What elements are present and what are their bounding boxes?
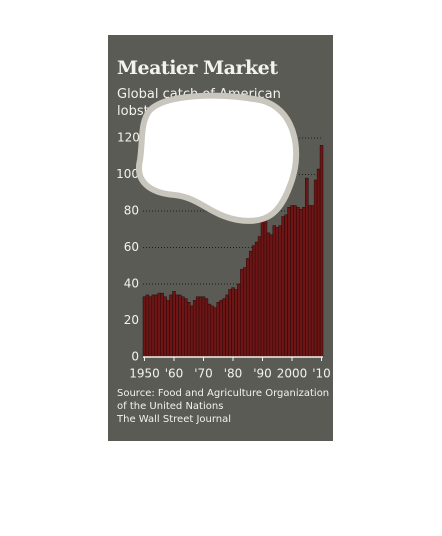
x-tick-label: 1950 bbox=[129, 367, 160, 381]
bar bbox=[189, 305, 194, 358]
bar bbox=[296, 207, 300, 358]
bar bbox=[148, 296, 153, 358]
bar bbox=[187, 302, 191, 358]
bar bbox=[246, 258, 250, 358]
bar bbox=[166, 300, 170, 358]
bar bbox=[231, 287, 235, 358]
bar bbox=[157, 292, 161, 358]
bar bbox=[290, 205, 294, 358]
bar bbox=[169, 294, 173, 358]
bar bbox=[228, 289, 232, 358]
bar bbox=[160, 292, 164, 358]
bar bbox=[219, 300, 223, 358]
bar bbox=[192, 300, 197, 358]
bar bbox=[272, 225, 277, 358]
bar bbox=[195, 296, 200, 358]
bar bbox=[243, 267, 247, 358]
x-tick-label: '90 bbox=[253, 367, 272, 381]
bar bbox=[172, 291, 176, 358]
bar bbox=[275, 227, 279, 358]
y-tick-label: 80 bbox=[124, 204, 139, 218]
bar bbox=[204, 298, 209, 358]
bar bbox=[198, 296, 203, 358]
x-tick-label: 2000 bbox=[277, 367, 308, 381]
bar bbox=[145, 294, 150, 358]
bar bbox=[207, 303, 212, 358]
chart-title: Meatier Market bbox=[117, 57, 278, 79]
bar bbox=[287, 207, 291, 358]
bar bbox=[281, 216, 285, 358]
bar bbox=[310, 205, 315, 358]
bar bbox=[254, 241, 259, 358]
bar bbox=[213, 307, 218, 358]
bar bbox=[307, 205, 312, 358]
y-tick-label: 40 bbox=[124, 277, 139, 291]
bar bbox=[319, 145, 324, 358]
bar bbox=[248, 250, 253, 358]
y-tick-label: 20 bbox=[124, 313, 139, 327]
x-tick-label: '60 bbox=[165, 367, 184, 381]
bar bbox=[163, 296, 167, 358]
bar bbox=[269, 234, 274, 358]
bar bbox=[305, 177, 309, 358]
x-tick-label: '80 bbox=[224, 367, 243, 381]
bar bbox=[178, 294, 182, 358]
x-tick-label: '10 bbox=[312, 367, 331, 381]
y-tick-label: 100 bbox=[116, 167, 139, 181]
bar bbox=[142, 296, 147, 358]
bar bbox=[293, 205, 297, 358]
bar bbox=[316, 168, 321, 358]
bar bbox=[284, 214, 288, 358]
bar bbox=[278, 225, 282, 358]
bar bbox=[210, 305, 215, 358]
bar bbox=[175, 294, 179, 358]
y-tick-label: 60 bbox=[124, 240, 139, 254]
bar bbox=[181, 296, 185, 358]
bar bbox=[216, 302, 220, 358]
bar bbox=[222, 298, 226, 358]
bar bbox=[225, 294, 229, 358]
bar bbox=[257, 236, 262, 358]
bar bbox=[184, 298, 188, 358]
x-tick-label: '70 bbox=[194, 367, 213, 381]
bar bbox=[266, 232, 271, 358]
bar bbox=[201, 296, 206, 358]
bar bbox=[260, 219, 265, 358]
bar bbox=[299, 208, 303, 358]
bar bbox=[154, 294, 159, 358]
bar bbox=[251, 245, 256, 358]
bar bbox=[151, 294, 156, 358]
bar bbox=[240, 269, 244, 358]
credit: The Wall Street Journal bbox=[117, 414, 232, 425]
bar bbox=[234, 289, 238, 358]
source: Source: Food and Agriculture Organizatio… bbox=[117, 388, 330, 412]
y-tick-label: 0 bbox=[131, 350, 139, 364]
bar bbox=[302, 207, 306, 358]
bar bbox=[313, 179, 318, 358]
bar bbox=[263, 214, 268, 358]
bar bbox=[237, 283, 241, 358]
